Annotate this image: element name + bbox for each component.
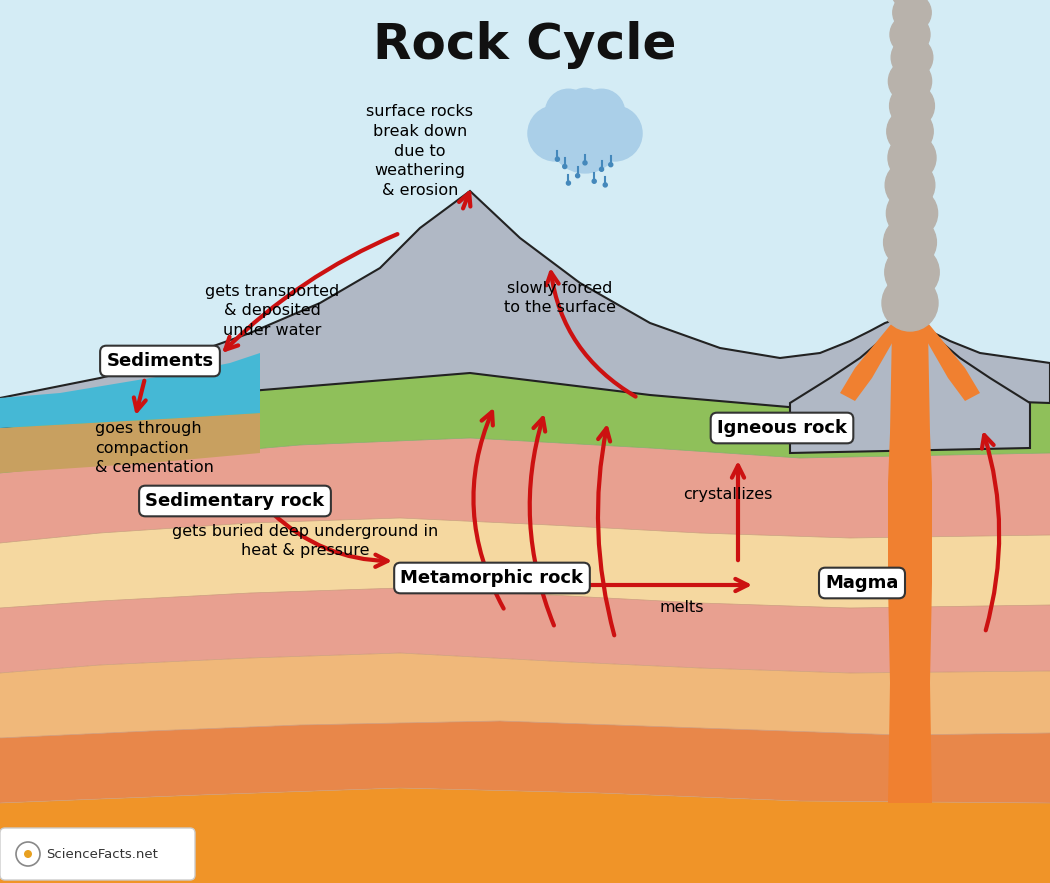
- Text: Rock Cycle: Rock Cycle: [374, 21, 676, 69]
- Circle shape: [888, 134, 936, 182]
- Circle shape: [545, 89, 591, 135]
- Circle shape: [891, 37, 932, 79]
- Circle shape: [890, 15, 930, 55]
- Circle shape: [891, 0, 928, 10]
- Circle shape: [600, 167, 604, 171]
- Circle shape: [528, 106, 583, 161]
- Circle shape: [565, 88, 605, 129]
- Circle shape: [579, 89, 625, 135]
- Polygon shape: [0, 653, 1050, 738]
- Circle shape: [555, 157, 560, 162]
- Circle shape: [892, 0, 931, 32]
- Polygon shape: [888, 328, 932, 803]
- Circle shape: [575, 174, 580, 177]
- Polygon shape: [0, 0, 1050, 563]
- Circle shape: [889, 84, 935, 128]
- Circle shape: [888, 60, 931, 102]
- Polygon shape: [0, 438, 1050, 543]
- Polygon shape: [0, 413, 260, 473]
- Circle shape: [886, 188, 938, 238]
- Circle shape: [885, 245, 939, 299]
- Circle shape: [603, 183, 607, 187]
- Text: melts: melts: [659, 600, 705, 615]
- Circle shape: [592, 179, 596, 184]
- Text: goes through
compaction
& cementation: goes through compaction & cementation: [94, 420, 214, 475]
- Circle shape: [587, 106, 642, 161]
- Circle shape: [884, 215, 937, 268]
- Polygon shape: [0, 353, 260, 428]
- Text: surface rocks
break down
due to
weathering
& erosion: surface rocks break down due to weatheri…: [366, 104, 474, 198]
- Polygon shape: [0, 518, 1050, 608]
- Polygon shape: [0, 588, 1050, 673]
- Text: crystallizes: crystallizes: [684, 487, 773, 502]
- Text: Magma: Magma: [825, 574, 899, 592]
- Text: Sediments: Sediments: [106, 352, 213, 370]
- Circle shape: [885, 161, 934, 210]
- Polygon shape: [0, 373, 1050, 473]
- Text: slowly forced
to the surface: slowly forced to the surface: [504, 281, 616, 315]
- Text: gets transported
& deposited
under water: gets transported & deposited under water: [205, 283, 339, 338]
- Text: Metamorphic rock: Metamorphic rock: [400, 569, 584, 587]
- Text: Igneous rock: Igneous rock: [717, 419, 847, 437]
- Text: Sedimentary rock: Sedimentary rock: [146, 492, 324, 510]
- Polygon shape: [0, 191, 1050, 428]
- Circle shape: [609, 162, 613, 167]
- Circle shape: [24, 850, 32, 858]
- Polygon shape: [840, 310, 980, 401]
- Polygon shape: [0, 788, 1050, 883]
- Polygon shape: [0, 721, 1050, 803]
- Text: ScienceFacts.net: ScienceFacts.net: [46, 848, 158, 861]
- Circle shape: [563, 164, 567, 169]
- Circle shape: [550, 103, 620, 173]
- Polygon shape: [790, 318, 1030, 453]
- Circle shape: [887, 109, 933, 155]
- Circle shape: [583, 161, 587, 165]
- Circle shape: [566, 181, 570, 185]
- Circle shape: [882, 275, 938, 331]
- FancyBboxPatch shape: [0, 828, 195, 880]
- Text: gets buried deep underground in
heat & pressure: gets buried deep underground in heat & p…: [172, 524, 438, 558]
